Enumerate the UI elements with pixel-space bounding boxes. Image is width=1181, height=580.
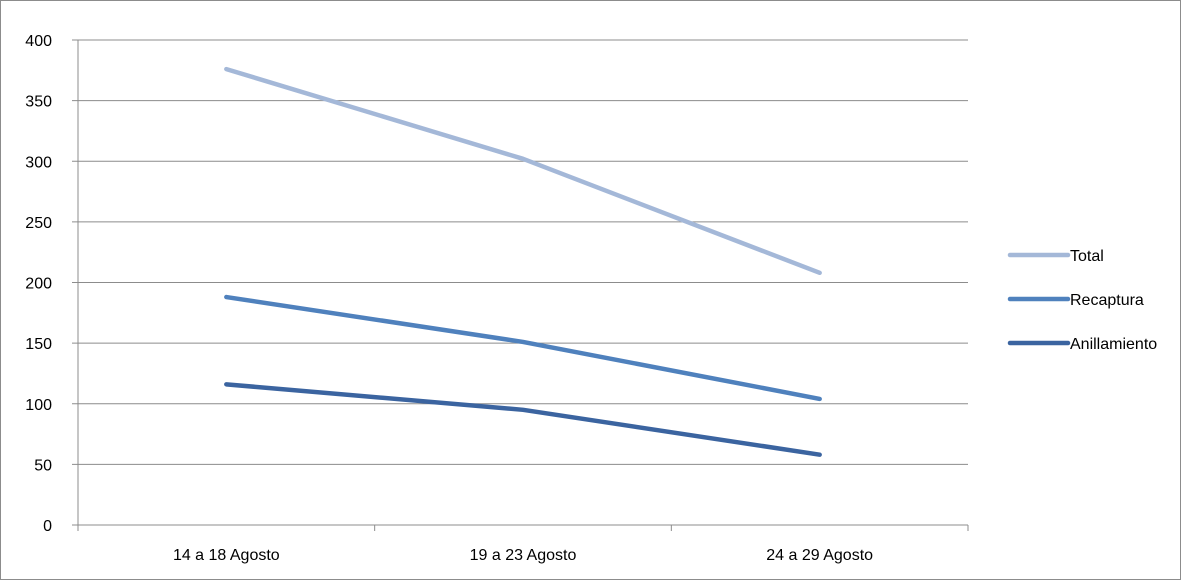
x-tick-label: 14 a 18 Agosto bbox=[173, 547, 280, 564]
y-tick-label: 300 bbox=[25, 154, 52, 171]
y-tick-label: 250 bbox=[25, 215, 52, 232]
series-line-total bbox=[224, 66, 822, 276]
legend-label-total: Total bbox=[1070, 248, 1104, 265]
y-tick-label: 50 bbox=[34, 457, 52, 474]
legend-label-recaptura: Recaptura bbox=[1070, 292, 1144, 309]
y-tick-label: 400 bbox=[25, 33, 52, 50]
y-tick-label: 0 bbox=[43, 518, 52, 535]
legend-label-anillamiento: Anillamiento bbox=[1070, 336, 1157, 353]
y-tick-label: 350 bbox=[25, 94, 52, 111]
x-tick-label: 24 a 29 Agosto bbox=[766, 547, 873, 564]
series-line-anillamiento bbox=[224, 382, 822, 457]
y-tick-label: 100 bbox=[25, 397, 52, 414]
x-tick-label: 19 a 23 Agosto bbox=[470, 547, 577, 564]
series-line-recaptura bbox=[224, 294, 822, 402]
y-tick-label: 200 bbox=[25, 276, 52, 293]
y-tick-label: 150 bbox=[25, 336, 52, 353]
